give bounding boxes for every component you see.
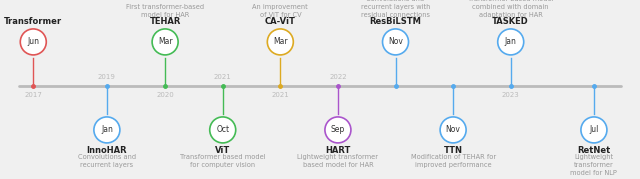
- Circle shape: [20, 29, 46, 55]
- Text: TTN: TTN: [444, 146, 463, 155]
- Text: Jan: Jan: [505, 37, 516, 46]
- Text: 2021: 2021: [214, 74, 232, 80]
- Text: First transformer-based
model for HAR: First transformer-based model for HAR: [126, 4, 204, 18]
- Circle shape: [498, 29, 524, 55]
- Text: HART: HART: [325, 146, 351, 155]
- Text: 2023: 2023: [502, 92, 520, 98]
- Text: Lightweight transformer
based model for HAR: Lightweight transformer based model for …: [298, 154, 378, 168]
- Text: Nov: Nov: [445, 125, 461, 134]
- Circle shape: [94, 117, 120, 143]
- Text: ResBiLSTM: ResBiLSTM: [369, 17, 422, 26]
- Text: Sep: Sep: [331, 125, 345, 134]
- Text: Mar: Mar: [158, 37, 172, 46]
- Text: ViT: ViT: [215, 146, 230, 155]
- Text: 2022: 2022: [329, 74, 347, 80]
- Text: Jul: Jul: [589, 125, 598, 134]
- Text: Oct: Oct: [216, 125, 229, 134]
- Text: Modification of TEHAR for
improved performance: Modification of TEHAR for improved perfo…: [410, 154, 496, 168]
- Text: TASKED: TASKED: [492, 17, 529, 26]
- Text: 2017: 2017: [24, 92, 42, 98]
- Text: CA-ViT: CA-ViT: [265, 17, 296, 26]
- Text: An improvement
of ViT for CV: An improvement of ViT for CV: [252, 4, 308, 18]
- Circle shape: [325, 117, 351, 143]
- Circle shape: [440, 117, 466, 143]
- Text: Jan: Jan: [101, 125, 113, 134]
- Text: InnoHAR: InnoHAR: [86, 146, 127, 155]
- Text: Transformer: Transformer: [4, 17, 62, 26]
- Text: Lightweight
transformer
model for NLP: Lightweight transformer model for NLP: [570, 154, 618, 176]
- Text: Convolutions and
recurrent layers with
residual connections: Convolutions and recurrent layers with r…: [361, 0, 430, 18]
- Text: TEHAR: TEHAR: [149, 17, 181, 26]
- Circle shape: [581, 117, 607, 143]
- Circle shape: [268, 29, 293, 55]
- Text: Transformer-based model
combined with domain
adaptation for HAR: Transformer-based model combined with do…: [468, 0, 554, 18]
- Text: 2021: 2021: [271, 92, 289, 98]
- Circle shape: [152, 29, 178, 55]
- Text: Nov: Nov: [388, 37, 403, 46]
- Text: RetNet: RetNet: [577, 146, 611, 155]
- Text: Mar: Mar: [273, 37, 287, 46]
- Circle shape: [383, 29, 408, 55]
- Text: 2019: 2019: [98, 74, 116, 80]
- Circle shape: [210, 117, 236, 143]
- Text: Transformer based model
for computer vision: Transformer based model for computer vis…: [180, 154, 266, 168]
- Text: 2020: 2020: [156, 92, 174, 98]
- Text: Convolutions and
recurrent layers: Convolutions and recurrent layers: [78, 154, 136, 168]
- Text: Jun: Jun: [28, 37, 39, 46]
